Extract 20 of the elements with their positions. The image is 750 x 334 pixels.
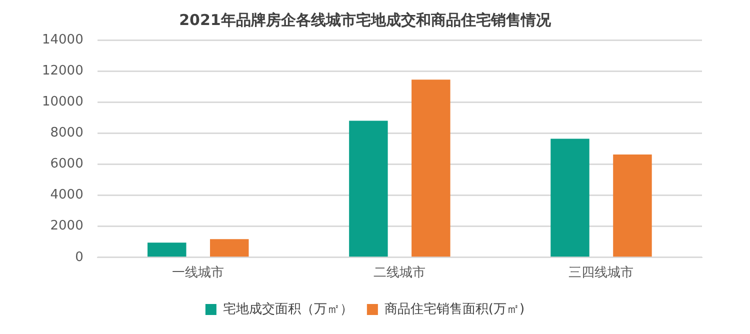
bar — [210, 239, 249, 257]
y-tick-label: 6000 — [50, 156, 84, 172]
x-tick-label: 三四线城市 — [568, 266, 634, 281]
y-tick-label: 2000 — [50, 218, 84, 234]
legend-label: 宅地成交面积（万㎡） — [222, 300, 353, 317]
y-tick-label: 4000 — [50, 188, 84, 203]
bar — [613, 154, 652, 257]
bar — [550, 138, 590, 257]
chart-title: 2021年品牌房企各线城市宅地成交和商品住宅销售情况 — [179, 10, 552, 29]
y-tick-label: 14000 — [42, 32, 84, 48]
legend-label: 商品住宅销售面积(万㎡) — [384, 300, 525, 317]
x-tick-label: 二线城市 — [374, 266, 426, 281]
y-tick-label: 10000 — [42, 94, 84, 110]
bar — [349, 120, 388, 257]
x-tick-label: 一线城市 — [172, 266, 224, 281]
bar — [148, 242, 186, 257]
y-tick-label: 0 — [75, 250, 84, 265]
bar — [412, 80, 450, 257]
y-tick-label: 12000 — [42, 63, 84, 78]
y-tick-label: 8000 — [50, 126, 84, 141]
